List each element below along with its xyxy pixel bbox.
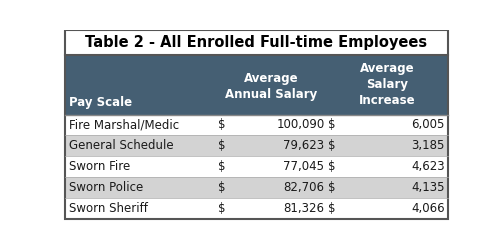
Text: 6,005: 6,005 [411,119,444,131]
Text: $: $ [328,139,336,152]
Text: $: $ [328,160,336,173]
Text: 4,135: 4,135 [411,181,444,194]
Text: Pay Scale: Pay Scale [68,96,132,109]
Text: General Schedule: General Schedule [68,139,174,152]
Text: Sworn Fire: Sworn Fire [68,160,130,173]
Text: 81,326: 81,326 [284,202,325,215]
Text: $: $ [218,139,226,152]
Text: Table 2 - All Enrolled Full-time Employees: Table 2 - All Enrolled Full-time Employe… [85,35,427,50]
Text: $: $ [328,119,336,131]
Text: 100,090: 100,090 [276,119,324,131]
Text: 82,706: 82,706 [284,181,325,194]
Bar [65,55,448,115]
Text: Sworn Sheriff: Sworn Sheriff [68,202,148,215]
Text: $: $ [218,181,226,194]
Text: 4,623: 4,623 [411,160,444,173]
Bar [65,30,448,55]
Text: Average
Salary
Increase: Average Salary Increase [358,62,415,107]
Text: Sworn Police: Sworn Police [68,181,143,194]
Text: Fire Marshal/Medic: Fire Marshal/Medic [68,119,179,131]
Bar [65,115,448,135]
Text: 77,045: 77,045 [284,160,325,173]
Text: $: $ [218,202,226,215]
Text: 4,066: 4,066 [411,202,444,215]
Text: $: $ [218,160,226,173]
Text: 3,185: 3,185 [411,139,444,152]
Text: Average
Annual Salary: Average Annual Salary [225,72,317,101]
Text: $: $ [218,119,226,131]
Text: $: $ [328,202,336,215]
Bar [65,135,448,156]
Text: $: $ [328,181,336,194]
Bar [65,198,448,219]
Bar [65,177,448,198]
Text: 79,623: 79,623 [284,139,325,152]
Bar [65,156,448,177]
